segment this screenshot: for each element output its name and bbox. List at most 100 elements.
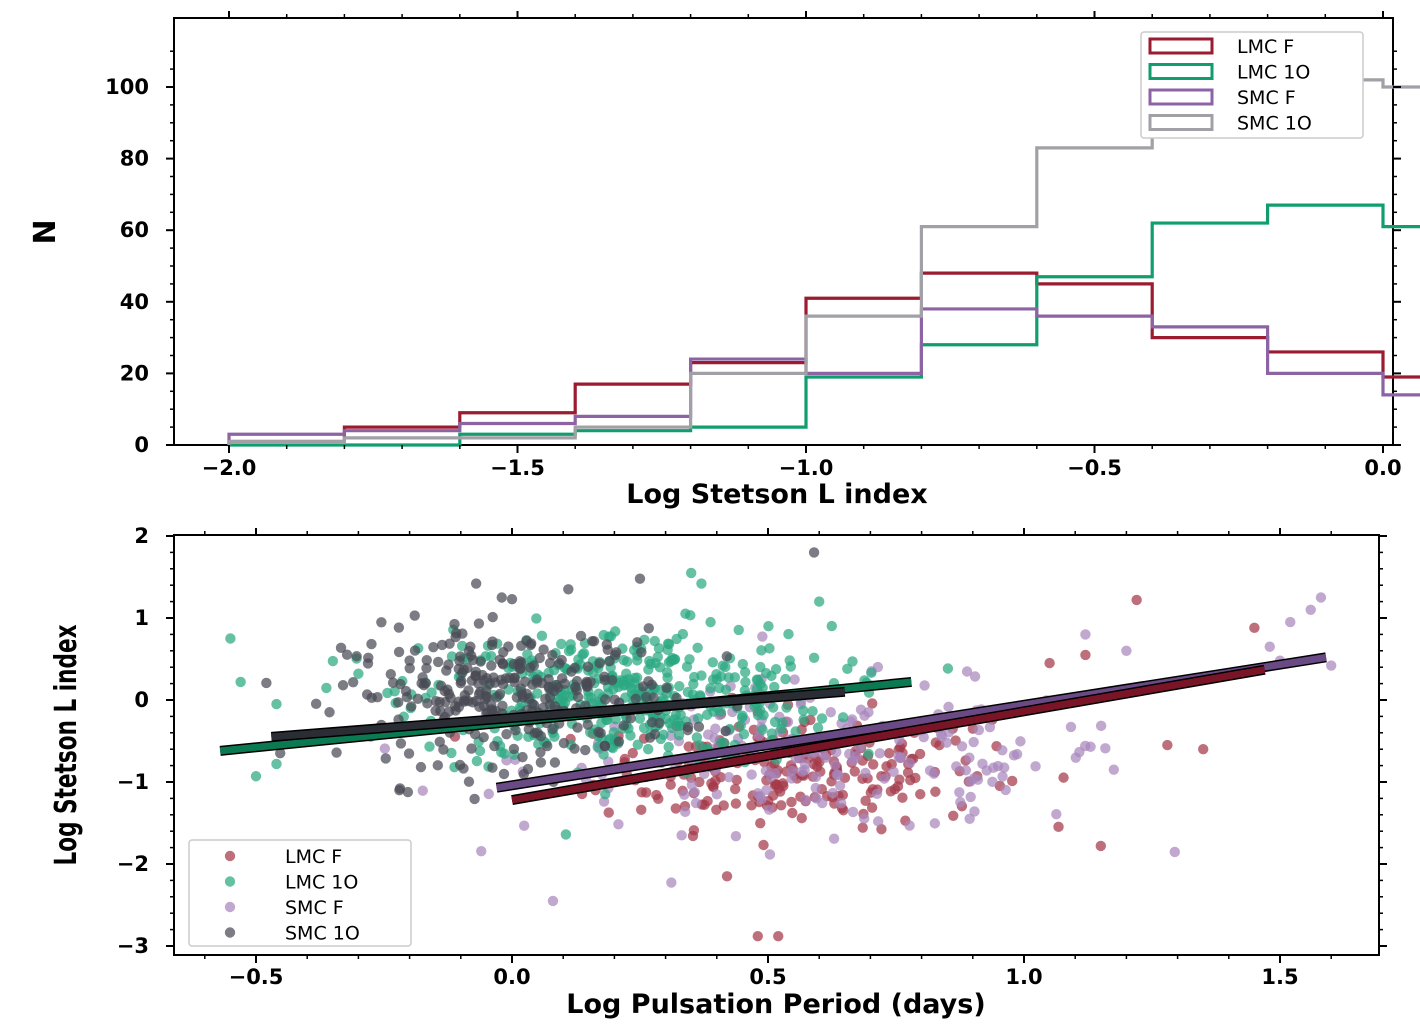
scatter-point — [225, 633, 236, 644]
scatter-point — [688, 678, 699, 690]
fit-line-lmc-f — [511, 666, 1266, 804]
scatter-point — [707, 657, 719, 668]
scatter-point — [685, 610, 696, 621]
scatter-point — [625, 713, 636, 724]
scatter-point — [366, 638, 377, 650]
scatter-point — [679, 806, 691, 818]
scatter-point — [1000, 784, 1011, 796]
scatter-point — [494, 688, 506, 700]
scatter-point — [516, 640, 527, 652]
scatter-point — [424, 741, 435, 752]
scatter-point — [960, 765, 972, 776]
scatter-point — [827, 787, 839, 799]
scatter-point — [830, 759, 841, 771]
scatter-point — [1095, 840, 1107, 852]
scatter-point — [596, 717, 607, 729]
scatter-point — [310, 698, 322, 710]
scatter-fit-lines — [219, 652, 1327, 805]
scatter-point — [863, 748, 874, 759]
scatter-point — [393, 622, 405, 633]
scatter-point — [866, 802, 878, 813]
scatter-point — [271, 758, 282, 770]
scatter-point — [941, 737, 952, 748]
scatter-point — [543, 674, 554, 685]
scatter-point — [915, 789, 926, 800]
scatter-point — [379, 743, 391, 754]
scatter-point — [497, 700, 508, 712]
histogram-legend-label: SMC F — [1237, 87, 1296, 109]
scatter-point — [691, 732, 703, 743]
scatter-point — [560, 829, 572, 840]
scatter-point — [394, 785, 405, 796]
scatter-point — [393, 646, 405, 658]
histogram-x-tick-label: 0.0 — [1364, 456, 1401, 480]
scatter-point — [1264, 641, 1275, 652]
scatter-point — [693, 721, 705, 733]
scatter-point — [714, 682, 725, 694]
scatter-point — [834, 780, 846, 791]
scatter-point — [681, 661, 693, 672]
scatter-point — [441, 665, 452, 676]
scatter-point — [1053, 821, 1064, 833]
scatter-point — [997, 745, 1008, 756]
scatter-point — [715, 671, 727, 682]
scatter-x-tick-label: 1.0 — [1005, 965, 1042, 989]
scatter-point — [445, 692, 456, 703]
scatter-point — [798, 705, 809, 716]
histogram-x-tick-label: −1.5 — [490, 456, 545, 480]
scatter-point — [422, 698, 433, 709]
scatter-point — [831, 769, 842, 780]
scatter-point — [395, 738, 407, 749]
scatter-point — [720, 661, 731, 673]
scatter-point — [860, 767, 871, 779]
scatter-point — [775, 800, 787, 811]
scatter-point — [569, 743, 580, 754]
scatter-point — [855, 704, 867, 715]
scatter-point — [904, 757, 916, 769]
scatter-y-tick-label: −1 — [117, 770, 149, 794]
scatter-point — [402, 786, 414, 798]
scatter-point — [351, 651, 362, 662]
scatter-point — [705, 683, 716, 694]
scatter-point — [549, 701, 561, 712]
scatter-point — [649, 729, 661, 740]
scatter-point — [755, 817, 766, 829]
scatter-point — [692, 642, 703, 653]
scatter-point — [961, 666, 973, 677]
scatter-point — [973, 724, 985, 736]
scatter-point — [433, 656, 444, 668]
scatter-point — [573, 654, 584, 665]
scatter-point — [547, 649, 558, 661]
scatter-point — [954, 787, 965, 798]
scatter-point — [582, 719, 594, 730]
histogram-legend-label: LMC F — [1237, 36, 1294, 58]
scatter-point — [969, 671, 981, 682]
scatter-point — [469, 729, 481, 740]
scatter-point — [735, 720, 746, 731]
scatter-x-tick-label: 0.5 — [749, 965, 786, 989]
scatter-point — [787, 807, 798, 819]
scatter-point — [679, 789, 690, 800]
histogram-y-axis-title: N — [28, 219, 63, 244]
scatter-point — [588, 635, 600, 647]
scatter-point — [676, 830, 687, 841]
scatter-point — [632, 739, 643, 750]
scatter-point — [811, 793, 822, 804]
scatter-point — [943, 701, 954, 713]
scatter-point — [636, 804, 647, 816]
scatter-point — [654, 662, 666, 673]
scatter-point — [769, 716, 781, 728]
scatter-point — [271, 698, 282, 710]
scatter-point — [826, 620, 837, 632]
scatter-point — [478, 732, 489, 743]
scatter-point — [930, 786, 941, 797]
scatter-point — [556, 638, 567, 650]
scatter-point — [956, 741, 968, 752]
scatter-point — [395, 678, 406, 690]
scatter-point — [642, 743, 654, 755]
scatter-point — [570, 682, 581, 693]
scatter-point — [686, 779, 698, 791]
scatter-point — [518, 820, 530, 831]
scatter-point — [457, 628, 468, 639]
fit-line-smc-1o — [271, 688, 846, 741]
